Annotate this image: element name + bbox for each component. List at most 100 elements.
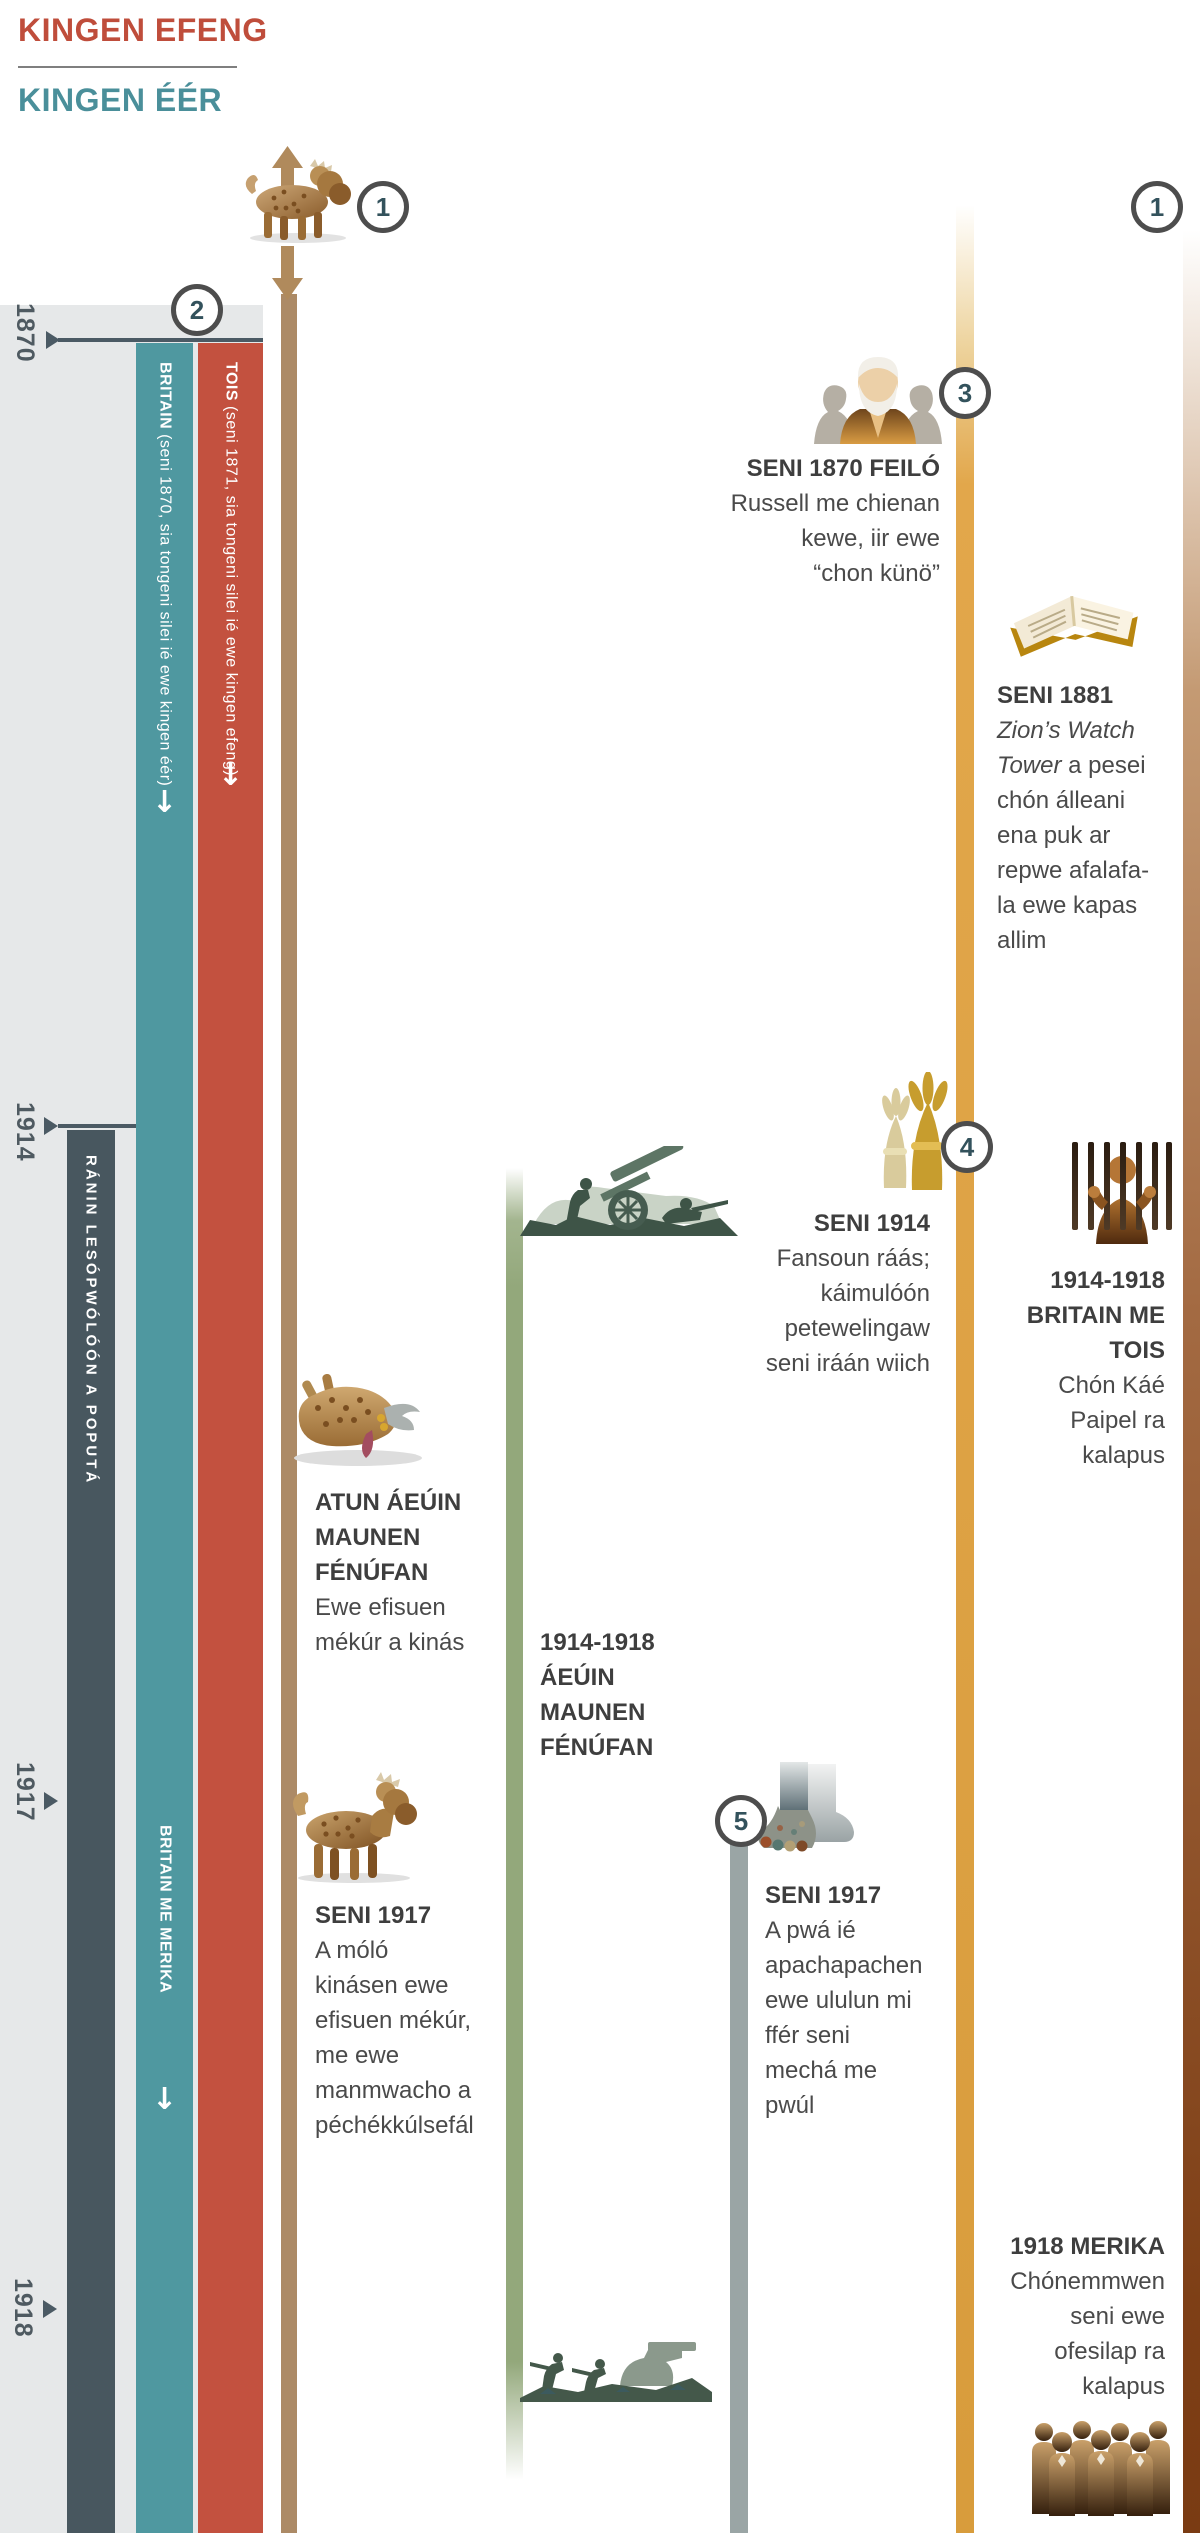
- event-atun-aeuin: ATUN ÁEÚIN MAUNEN FÉNÚFAN Ewe efisuen mé…: [315, 1485, 545, 1660]
- event-line: Chón Káé: [1058, 1372, 1165, 1399]
- tois-bar: TOIS (seni 1871, sia tongeni silei ié ew…: [198, 343, 263, 2533]
- event-line: me ewe: [315, 2042, 400, 2069]
- event-line: ffér seni: [765, 2022, 850, 2049]
- event-line: Fansoun ráás;: [776, 1245, 930, 1272]
- event-line: apachapachen: [765, 1952, 923, 1979]
- marker-2: 2: [171, 284, 223, 336]
- year-label-1918: 1918: [9, 2278, 37, 2338]
- year-label-1914: 1914: [11, 1102, 39, 1162]
- four-headed-beast-icon: [245, 159, 351, 243]
- event-line: ofesilap ra: [1054, 2338, 1165, 2365]
- event-line: Paipel ra: [1070, 1407, 1165, 1434]
- event-line: seni ewe: [1070, 2303, 1165, 2330]
- year-marker-1918: [43, 2300, 57, 2318]
- ww1-timeline-line: [506, 1168, 523, 2480]
- event-title: MAUNEN: [315, 1524, 421, 1551]
- ww1-battle-icon: [520, 2342, 712, 2402]
- event-line: kalapus: [1082, 1442, 1165, 1469]
- year-line-1914: [58, 1124, 136, 1128]
- event-ww1-label: 1914-1918 ÁEÚIN MAUNEN FÉNÚFAN: [540, 1625, 740, 1765]
- ranin-lesopwoloon-bar: RÁNIN LESÓPWÓLÓÓN A POPUTÁ: [67, 1130, 115, 2533]
- wounded-beast-icon: [294, 1373, 422, 1466]
- anointed-timeline-line: [956, 205, 974, 2533]
- title-divider: [18, 66, 237, 68]
- event-title: BRITAIN ME: [1026, 1302, 1165, 1329]
- beast-timeline-line: [281, 294, 297, 2533]
- year-line-1870: [58, 338, 263, 342]
- event-line: kalapus: [1082, 2373, 1165, 2400]
- event-merika-1918: 1918 MERIKA Chónemmwen seni ewe ofesilap…: [970, 2229, 1165, 2404]
- event-line: A pwá ié: [765, 1917, 856, 1944]
- event-title: ÁEÚIN: [540, 1664, 615, 1691]
- marker-4: 4: [941, 1121, 993, 1173]
- event-seni-1914: SENI 1914 Fansoun ráás; káimulóón petewe…: [660, 1206, 930, 1381]
- event-line: A móló: [315, 1937, 389, 1964]
- event-title: ATUN ÁEÚIN: [315, 1489, 462, 1516]
- event-seni-1881: SENI 1881 Zion’s Watch Tower a pesei chó…: [997, 678, 1197, 958]
- down-arrow-icon: ↓: [151, 785, 178, 820]
- event-seni-1917-feet: SENI 1917 A pwá ié apachapachen ewe ulul…: [765, 1878, 980, 2123]
- event-title: SENI 1914: [813, 1210, 930, 1237]
- title-king-of-south: KINGEN ÉÉR: [18, 82, 223, 118]
- event-line: mékúr a kinás: [315, 1629, 465, 1656]
- event-title: FÉNÚFAN: [540, 1734, 654, 1761]
- title-king-of-north: KINGEN EFENG: [18, 12, 268, 48]
- event-line: Tower a pesei: [997, 752, 1146, 779]
- tois-bar-label: TOIS (seni 1871, sia tongeni silei ié ew…: [222, 362, 240, 777]
- down-arrow-icon: ↓: [217, 758, 244, 793]
- event-title: FÉNÚFAN: [315, 1559, 429, 1586]
- event-line: pwúl: [765, 2092, 815, 2119]
- image-beast-timeline-line: [1183, 230, 1200, 2533]
- event-line: Ewe efisuen: [315, 1594, 446, 1621]
- event-line: la ewe kapas: [997, 892, 1138, 919]
- britain-merika-bar-label: BRITAIN ME MERIKA: [156, 1825, 174, 1994]
- year-marker-1914: [44, 1117, 58, 1135]
- event-seni-1917-beast: SENI 1917 A móló kinásen ewe efisuen mék…: [315, 1898, 555, 2143]
- event-line: Russell me chienan: [730, 490, 940, 517]
- event-line: chón álleani: [997, 787, 1126, 814]
- event-title: SENI 1917: [765, 1882, 882, 1909]
- event-line: seni iráán wiich: [765, 1350, 930, 1377]
- year-label-1917: 1917: [11, 1762, 39, 1822]
- event-title: SENI 1917: [315, 1902, 432, 1929]
- watch-tower-book-icon: [1010, 595, 1138, 657]
- event-line: kinásen ewe: [315, 1972, 449, 1999]
- marker-5: 5: [715, 1795, 767, 1847]
- event-title: SENI 1881: [997, 682, 1114, 709]
- down-arrow-icon: [272, 246, 303, 300]
- marker-3: 3: [939, 367, 991, 419]
- event-seni-1870: SENI 1870 FEILÓ Russell me chienan kewe,…: [640, 451, 940, 591]
- event-line: allim: [997, 927, 1047, 954]
- event-line: kewe, iir ewe: [801, 525, 940, 552]
- year-label-1870: 1870: [11, 303, 39, 363]
- event-line: mechá me: [765, 2057, 878, 2084]
- year-marker-1917: [44, 1792, 58, 1810]
- event-title: TOIS: [1109, 1337, 1165, 1364]
- released-brothers-icon: [1032, 2421, 1170, 2516]
- up-arrow-icon: [272, 146, 303, 218]
- statue-feet-icon: [758, 1762, 854, 1852]
- event-title: MAUNEN: [540, 1699, 646, 1726]
- event-title: 1914-1918: [540, 1629, 655, 1656]
- event-title: SENI 1870 FEILÓ: [746, 455, 940, 482]
- year-marker-1870: [46, 331, 60, 349]
- statue-feet-timeline-line: [730, 1840, 748, 2533]
- ww1-artillery-icon: [520, 1146, 738, 1236]
- event-line: petewelingaw: [784, 1315, 930, 1342]
- event-line: péchékkúlsefál: [315, 2112, 474, 2139]
- marker-1-right: 1: [1131, 181, 1183, 233]
- russell-companions-icon: [814, 357, 942, 444]
- britain-bar: BRITAIN (seni 1870, sia tongeni silei ié…: [136, 343, 193, 2533]
- ranin-bar-label: RÁNIN LESÓPWÓLÓÓN A POPUTÁ: [82, 1155, 100, 1486]
- event-line: Zion’s Watch: [997, 717, 1135, 744]
- wheat-sheaves-icon: [882, 1072, 948, 1190]
- event-britain-me-tois: 1914-1918 BRITAIN ME TOIS Chón Káé Paipe…: [1000, 1263, 1165, 1473]
- event-line: repwe afalafa-: [997, 857, 1150, 884]
- event-line: Chónemmwen: [1010, 2268, 1165, 2295]
- britain-bar-label: BRITAIN (seni 1870, sia tongeni silei ié…: [156, 362, 174, 787]
- event-line: manmwacho a: [315, 2077, 472, 2104]
- event-line: káimulóón: [820, 1280, 930, 1307]
- marker-1-left: 1: [357, 181, 409, 233]
- event-title: 1914-1918: [1050, 1267, 1165, 1294]
